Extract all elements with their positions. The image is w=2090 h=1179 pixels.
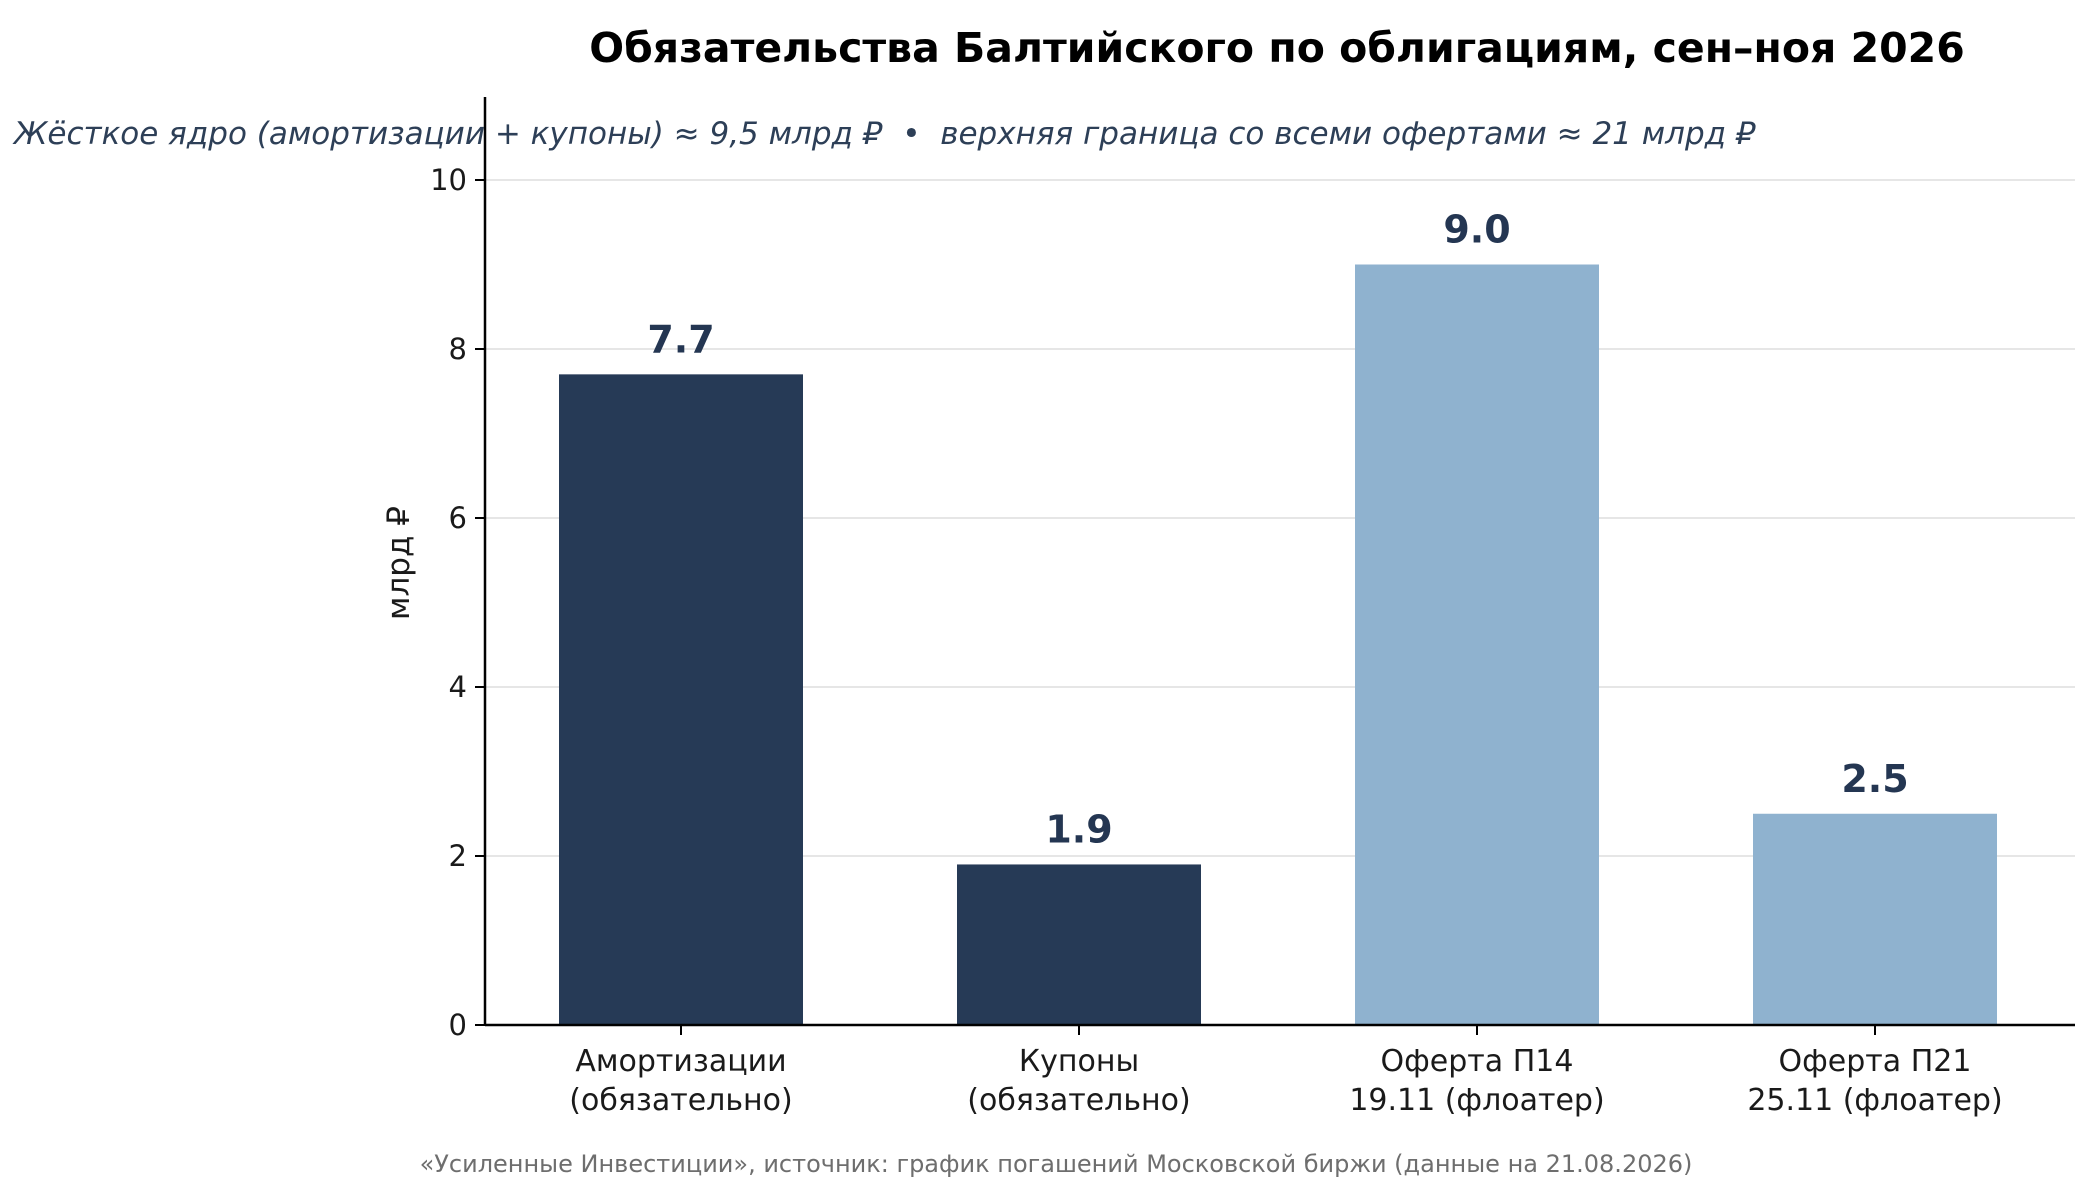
x-tick-label: (обязательно) bbox=[967, 1083, 1190, 1118]
y-tick-label: 0 bbox=[449, 1008, 467, 1042]
x-tick-label: 25.11 (флоатер) bbox=[1747, 1083, 2002, 1118]
chart-title: Обязательства Балтийского по облигациям,… bbox=[589, 24, 1964, 72]
y-tick-label: 6 bbox=[449, 501, 467, 535]
chart-subtitle: Жёсткое ядро (амортизации + купоны) ≈ 9,… bbox=[12, 116, 1757, 152]
bar-value-label: 2.5 bbox=[1841, 757, 1908, 801]
y-tick-label: 4 bbox=[449, 670, 467, 704]
bar bbox=[1753, 813, 1997, 1025]
x-tick-label: 19.11 (флоатер) bbox=[1349, 1083, 1604, 1118]
chart-footer: «Усиленные Инвестиции», источник: график… bbox=[420, 1150, 1693, 1178]
x-tick-label: Купоны bbox=[1019, 1044, 1139, 1079]
y-tick-label: 10 bbox=[430, 163, 467, 197]
x-tick-label: Оферта П21 bbox=[1779, 1044, 1972, 1079]
y-tick-label: 8 bbox=[449, 332, 467, 366]
bar bbox=[559, 374, 803, 1026]
bar bbox=[957, 864, 1201, 1025]
bars bbox=[559, 264, 1997, 1026]
bar bbox=[1355, 264, 1599, 1025]
bar-value-label: 7.7 bbox=[647, 317, 714, 361]
x-tick-label: Оферта П14 bbox=[1381, 1044, 1574, 1079]
x-tick-label: (обязательно) bbox=[569, 1083, 792, 1118]
bar-value-label: 1.9 bbox=[1045, 807, 1112, 851]
x-tick-label: Амортизации bbox=[575, 1044, 786, 1079]
axes bbox=[475, 97, 2075, 1035]
bar-value-label: 9.0 bbox=[1443, 208, 1510, 252]
y-tick-label: 2 bbox=[449, 839, 467, 873]
labels: 0 2 4 6 8 10 7.7 Амортизации (обязательно) 1.9 Куп… bbox=[430, 163, 2003, 1118]
y-axis-label: млрд ₽ bbox=[381, 506, 417, 620]
